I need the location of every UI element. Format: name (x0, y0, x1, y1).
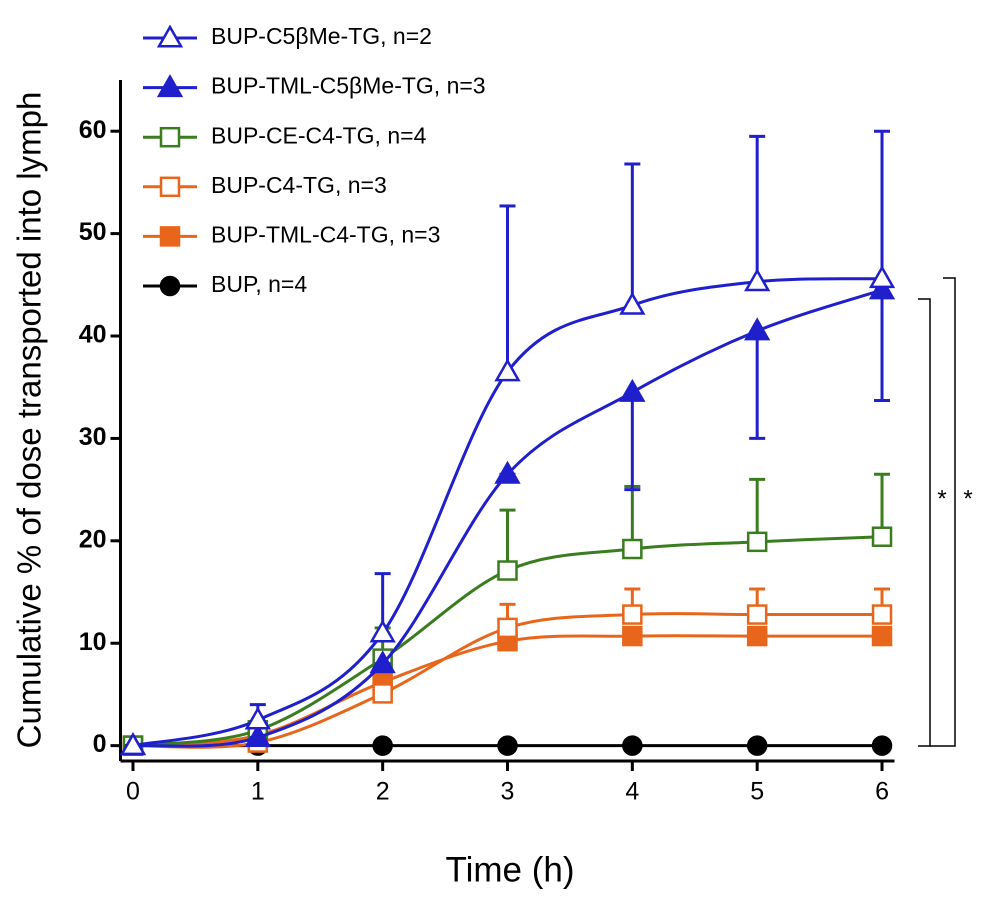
marker (746, 735, 768, 756)
marker (494, 460, 521, 484)
marker (619, 378, 646, 402)
legend-marker (159, 126, 181, 148)
marker (369, 619, 396, 643)
marker (746, 531, 768, 553)
marker (622, 625, 643, 647)
legend-marker (159, 176, 181, 198)
marker (871, 604, 893, 625)
x-tick-label: 3 (501, 778, 515, 806)
legend-marker (159, 275, 181, 297)
legend-marker (156, 74, 184, 98)
marker (868, 276, 896, 300)
legend-label: BUP-TML-C4-TG, n=3 (211, 221, 440, 247)
x-axis-label: Time (h) (446, 850, 575, 889)
marker (868, 265, 896, 289)
marker (369, 650, 396, 674)
marker (244, 723, 271, 747)
legend-label: BUP-C4-TG, n=3 (211, 172, 387, 198)
marker (494, 358, 521, 382)
y-tick-label: 50 (79, 218, 107, 246)
significance-star: * (963, 485, 972, 512)
marker (372, 683, 393, 704)
significance-star: * (937, 485, 946, 512)
legend-marker (159, 226, 181, 247)
marker (746, 625, 768, 647)
marker (871, 526, 893, 547)
y-tick-label: 40 (79, 321, 107, 349)
y-tick-label: 30 (79, 423, 107, 451)
marker (497, 735, 518, 756)
marker (622, 538, 643, 560)
marker (497, 617, 518, 639)
y-tick-label: 60 (79, 116, 107, 144)
marker (622, 735, 643, 756)
y-tick-label: 0 (93, 730, 107, 758)
marker (619, 291, 646, 315)
legend-label: BUP-CE-C4-TG, n=4 (211, 122, 427, 148)
series (122, 587, 893, 756)
y-tick-label: 20 (79, 525, 107, 553)
x-tick-label: 0 (126, 778, 140, 806)
marker (744, 317, 771, 341)
x-tick-label: 5 (750, 778, 764, 806)
legend-label: BUP, n=4 (211, 271, 307, 297)
y-axis-label: Cumulative % of dose transported into ly… (11, 92, 48, 749)
marker (622, 604, 643, 625)
x-tick-label: 4 (625, 778, 639, 806)
marker (746, 604, 768, 625)
x-tick-label: 1 (251, 778, 265, 806)
legend-label: BUP-C5βMe-TG, n=2 (211, 23, 432, 49)
marker (119, 732, 147, 756)
significance-bracket (918, 298, 931, 747)
series (119, 129, 896, 756)
marker (871, 625, 893, 647)
marker (372, 735, 393, 756)
marker (871, 735, 893, 756)
marker (244, 706, 271, 730)
marker (744, 268, 771, 292)
x-tick-label: 6 (875, 778, 889, 806)
marker (497, 560, 518, 581)
legend-marker (156, 24, 184, 48)
significance-bracket (930, 277, 956, 747)
legend-label: BUP-TML-C5βMe-TG, n=3 (211, 73, 486, 99)
y-tick-label: 10 (79, 628, 107, 656)
x-tick-label: 2 (376, 778, 390, 806)
